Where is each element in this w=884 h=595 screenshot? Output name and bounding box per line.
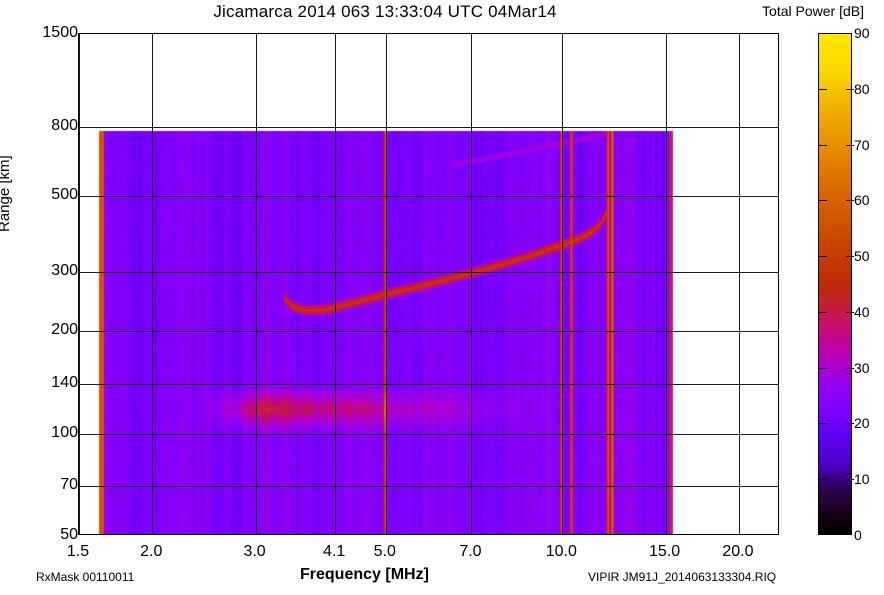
x-tick-label: 7.0 [459, 543, 482, 560]
y-tick-label: 200 [51, 321, 78, 339]
gridline-horizontal [79, 486, 778, 487]
colorbar-tick-mark [819, 145, 827, 146]
ionogram-heatmap-canvas[interactable] [79, 34, 778, 534]
gridline-vertical [386, 34, 387, 534]
x-axis-label: Frequency [MHz] [300, 566, 429, 583]
colorbar-tick-label: 60 [854, 192, 870, 209]
colorbar-tick-mark [846, 145, 854, 146]
x-tick-label: 2.0 [140, 543, 163, 560]
x-tick-label: 1.5 [66, 543, 90, 560]
colorbar-tick-mark [819, 312, 827, 313]
colorbar-tick-label: 30 [854, 359, 870, 376]
gridline-vertical [666, 34, 667, 534]
colorbar-tick-label: 70 [854, 136, 870, 153]
rxmask-label: RxMask 00110011 [36, 570, 135, 584]
x-tick-label: 15.0 [649, 543, 681, 560]
gridline-vertical [739, 34, 740, 534]
gridline-horizontal [79, 127, 778, 128]
colorbar-tick-mark [819, 479, 827, 480]
colorbar-tick-mark [819, 368, 827, 369]
x-tick-label: 4.1 [323, 543, 346, 560]
colorbar-tick-mark [819, 256, 827, 257]
y-tick-label: 500 [51, 186, 78, 204]
colorbar-tick-label: 0 [854, 527, 862, 543]
colorbar-tick-mark [846, 479, 854, 480]
x-tick-label: 3.0 [243, 543, 266, 560]
y-tick-label: 140 [51, 374, 78, 392]
colorbar-tick-mark [819, 89, 827, 90]
gridline-horizontal [79, 331, 778, 332]
gridline-vertical [562, 34, 563, 534]
colorbar-tick-label: 80 [854, 80, 870, 97]
plot-clip-area [79, 34, 778, 534]
colorbar-tick-label: 50 [854, 248, 870, 265]
colorbar-tick-label: 10 [854, 471, 870, 488]
file-id-label: VIPIR JM91J_2014063133304.RIQ [588, 570, 777, 584]
gridline-vertical [256, 34, 257, 534]
x-tick-label: 5.0 [373, 543, 396, 560]
gridline-vertical [152, 34, 153, 534]
colorbar-tick-label: 20 [854, 415, 870, 432]
gridline-vertical [335, 34, 336, 534]
y-tick-label: 300 [51, 261, 78, 279]
gridline-horizontal [79, 434, 778, 435]
colorbar-tick-label: 40 [854, 303, 870, 320]
x-tick-label: 20.0 [722, 543, 754, 560]
gridline-horizontal [79, 384, 778, 385]
colorbar-tick-mark [819, 423, 827, 424]
colorbar-tick-mark [846, 368, 854, 369]
y-tick-label: 800 [51, 116, 78, 134]
x-tick-label: 10.0 [545, 543, 577, 560]
ionogram-plot[interactable] [78, 33, 779, 535]
colorbar-tick-mark [846, 423, 854, 424]
y-tick-label: 50 [60, 526, 78, 543]
y-tick-label: 70 [60, 476, 78, 494]
colorbar-title: Total Power [dB] [762, 3, 864, 19]
x-axis-ticks: 1.5 2.0 3.0 4.1 5.0 7.0 10.0 15.0 20.0 [0, 543, 884, 567]
page-title: Jicamarca 2014 063 13:33:04 UTC 04Mar14 [213, 2, 557, 21]
colorbar-tick-mark [846, 89, 854, 90]
colorbar-tick-label: 90 [854, 25, 870, 41]
colorbar-tick-mark [819, 200, 827, 201]
colorbar-gradient[interactable] [818, 33, 852, 535]
colorbar-tick-mark [846, 200, 854, 201]
gridline-horizontal [79, 272, 778, 273]
gridline-horizontal [79, 196, 778, 197]
gridline-vertical [471, 34, 472, 534]
colorbar-tick-mark [846, 312, 854, 313]
y-tick-label: 100 [51, 423, 78, 441]
y-axis-ticks: 1500 800 500 300 200 140 100 70 50 [0, 0, 78, 595]
y-tick-label: 1500 [42, 24, 78, 41]
gridline-vertical [79, 34, 80, 534]
colorbar-tick-mark [846, 256, 854, 257]
